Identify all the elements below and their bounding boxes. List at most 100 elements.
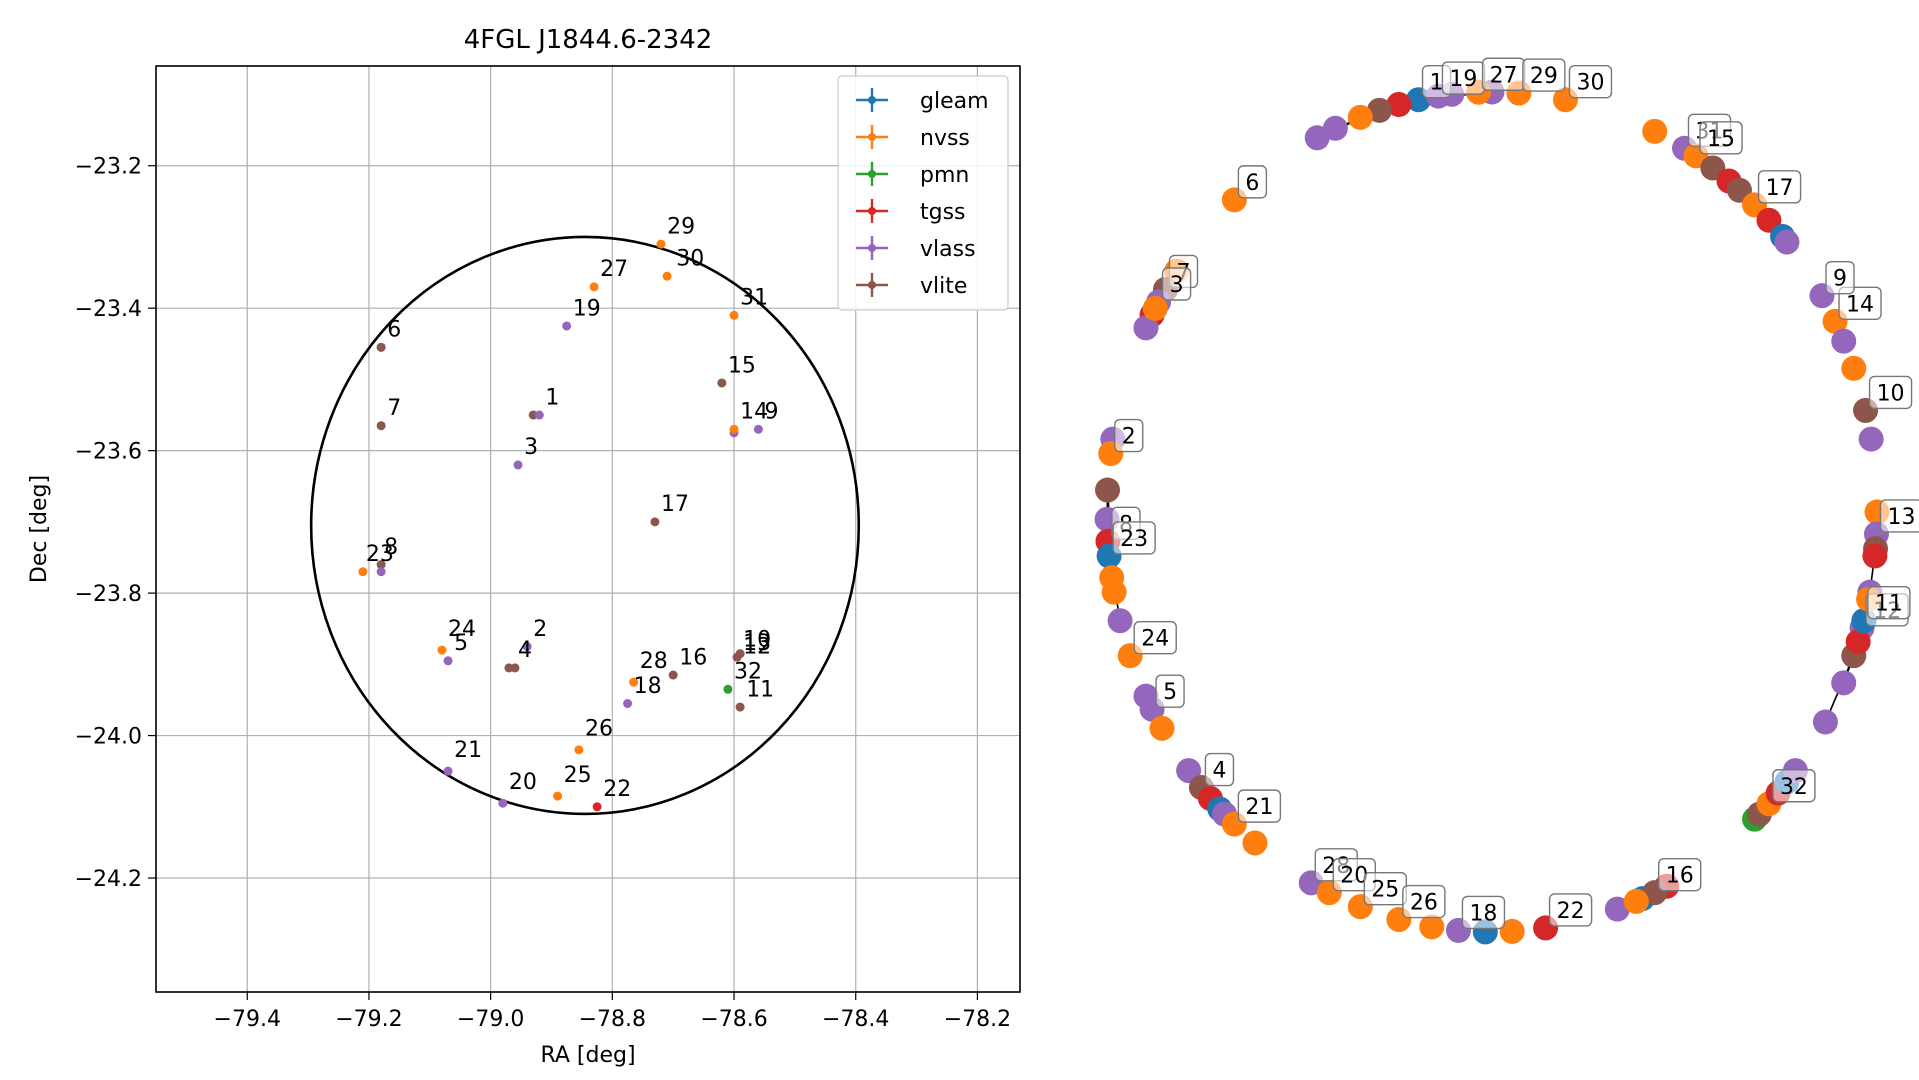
node-label-text: 11 (1875, 592, 1903, 617)
node-label-text: 24 (1141, 627, 1169, 652)
network-node-vlite (1366, 97, 1392, 123)
node-label-box (1402, 884, 1446, 919)
y-ticks: −23.2 −23.4 −23.6 −23.8 −24.0 −24.2 (75, 155, 156, 892)
node-label: 15 (1699, 121, 1743, 155)
network-node-nvss (1242, 830, 1268, 856)
node-label-box (1133, 620, 1177, 655)
source-point-vlass (513, 460, 523, 470)
node-label: 9 (1825, 260, 1855, 295)
point-label: 5 (454, 631, 468, 656)
source-point-vlite (735, 702, 745, 712)
point-label: 22 (603, 777, 631, 802)
point-label: 6 (387, 318, 401, 343)
legend-label-nvss: nvss (920, 126, 970, 151)
source-point-vlite (717, 378, 727, 388)
point-label: 12 (743, 635, 771, 660)
x-tick-label: −79.4 (214, 1007, 281, 1032)
network-node-nvss (1499, 918, 1525, 944)
source-point-vlass (498, 798, 508, 808)
node-label-text: 23 (1120, 527, 1148, 552)
y-tick-label: −24.2 (75, 867, 142, 892)
node-label: 26 (1402, 884, 1446, 919)
node-label-text: 6 (1245, 171, 1259, 196)
source-point-nvss (729, 310, 739, 320)
point-label: 9 (764, 400, 778, 425)
source-point-vlass (443, 766, 453, 776)
node-label-box (1658, 857, 1702, 892)
nodes-layer (1094, 79, 1890, 945)
legend: gleam nvss pmn tgss vlass vlite (837, 75, 1009, 311)
x-tick-label: −78.8 (579, 1007, 646, 1032)
source-point-vlite (668, 670, 678, 680)
point-label: 32 (734, 660, 762, 685)
node-label: 14 (1838, 286, 1882, 321)
node-label: 17 (1757, 170, 1802, 204)
node-label-text: 26 (1410, 891, 1438, 916)
source-point-pmn (723, 684, 733, 694)
node-label-box (1825, 260, 1855, 295)
node-label-box (1204, 752, 1235, 787)
node-label-box (1237, 165, 1268, 199)
network-node-nvss (1642, 118, 1668, 144)
node-label-box (1867, 586, 1911, 620)
point-label: 29 (667, 214, 695, 239)
chart-title: 4FGL J1844.6-2342 (464, 25, 713, 55)
legend-label-vlite: vlite (920, 274, 967, 299)
node-label: 19 (1441, 61, 1486, 95)
node-label-box (1838, 286, 1882, 321)
point-label: 17 (661, 492, 689, 517)
node-label-box (1114, 418, 1144, 453)
y-tick-label: −23.8 (75, 582, 142, 607)
x-tick-label: −78.2 (944, 1007, 1011, 1032)
network-node-nvss (1149, 715, 1175, 741)
node-label-box (1548, 893, 1593, 927)
source-point-vlite (650, 517, 660, 527)
source-point-vlass (753, 424, 763, 434)
source-point-vlite (376, 560, 386, 570)
y-tick-label: −24.0 (75, 725, 142, 750)
x-tick-label: −79.0 (457, 1007, 524, 1032)
node-label-text: 25 (1371, 878, 1399, 903)
network-node-nvss (1347, 104, 1373, 130)
association-network: 1192729306311517731491028231312245421113… (1094, 57, 1919, 945)
node-label-text: 21 (1245, 795, 1273, 820)
node-label-text: 22 (1557, 899, 1585, 924)
legend-dot-nvss (868, 133, 876, 141)
node-label-box (1237, 789, 1282, 823)
node-label: 10 (1868, 375, 1913, 410)
node-label: 4 (1204, 752, 1235, 787)
point-label: 16 (679, 645, 707, 670)
node-label: 21 (1237, 789, 1282, 823)
point-label: 23 (366, 542, 394, 567)
network-node-vlite (1095, 477, 1121, 503)
source-point-vlite (510, 663, 520, 673)
node-label-box (1699, 121, 1743, 155)
node-label-box (1522, 58, 1566, 92)
node-label: 25 (1363, 871, 1408, 906)
network-node-nvss (1142, 295, 1168, 321)
source-point-nvss (629, 677, 639, 687)
y-axis-label: Dec [deg] (27, 475, 52, 583)
x-axis-label: RA [deg] (540, 1043, 635, 1068)
x-ticks: −79.4 −79.2 −79.0 −78.8 −78.6 −78.4 −78.2 (214, 992, 1011, 1032)
points-layer (358, 239, 763, 812)
point-label: 31 (740, 286, 768, 311)
node-label-box (1155, 674, 1185, 708)
y-tick-label: −23.2 (75, 155, 142, 180)
plot-frame (155, 65, 1021, 993)
legend-dot-vlite (868, 281, 876, 289)
legend-label-tgss: tgss (920, 200, 966, 225)
source-point-nvss (729, 424, 739, 434)
legend-dot-tgss (868, 207, 876, 215)
node-label-text: 2 (1122, 425, 1136, 450)
source-point-vlass (443, 656, 453, 666)
node-label-text: 10 (1877, 381, 1905, 406)
node-label: 16 (1658, 857, 1702, 892)
node-label-text: 9 (1833, 267, 1847, 292)
point-label: 20 (509, 770, 537, 795)
node-label-text: 14 (1846, 292, 1874, 317)
source-point-nvss (574, 745, 584, 755)
network-node-vlass (1774, 229, 1800, 255)
